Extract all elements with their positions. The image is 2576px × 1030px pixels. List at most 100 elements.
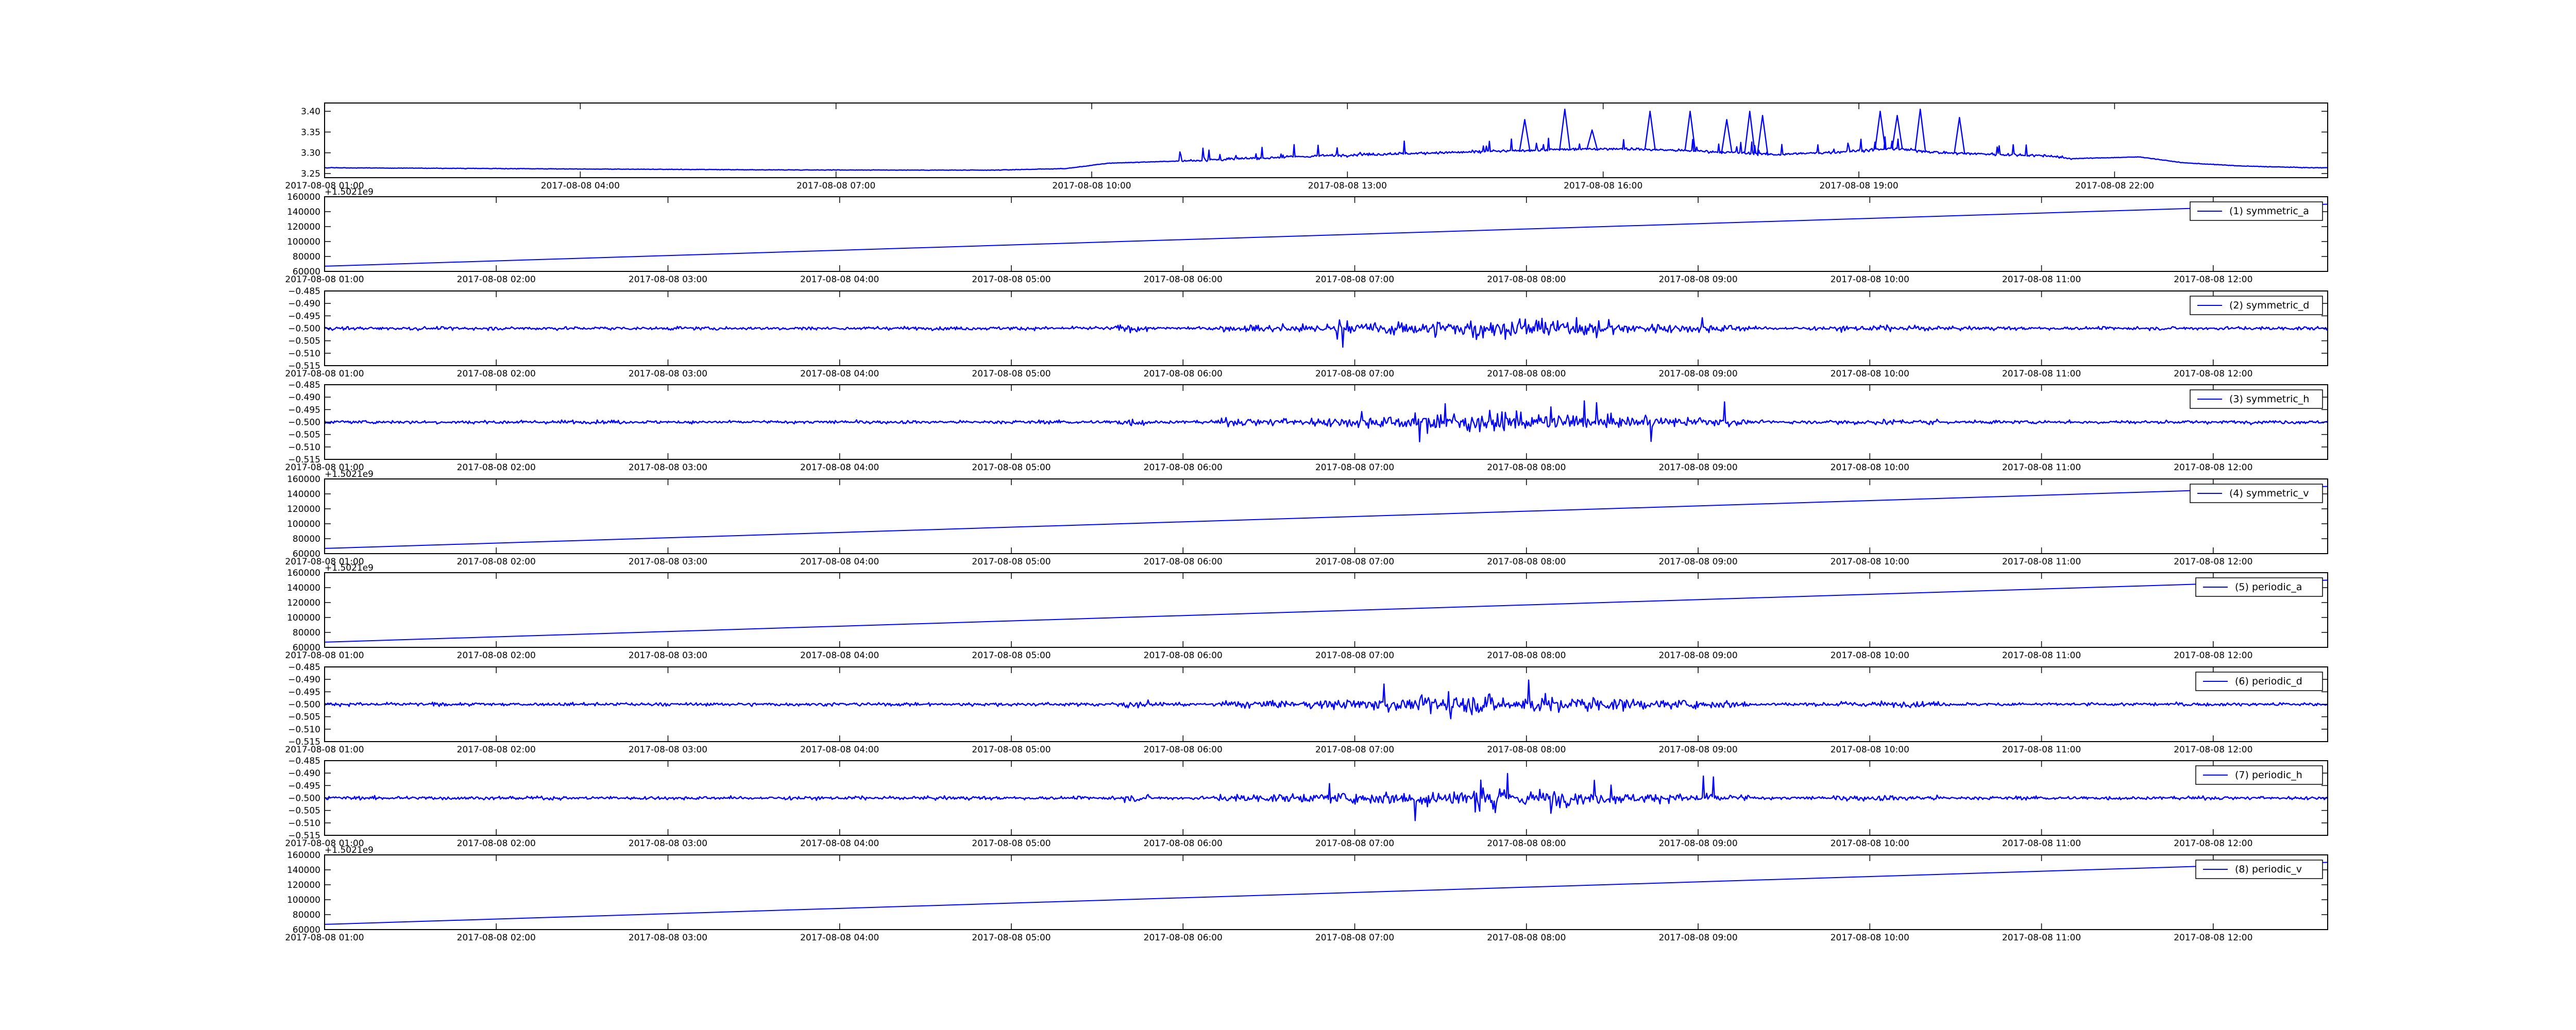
x-tick-label: 2017-08-08 03:00 (629, 838, 707, 849)
y-tick-label: 160000 (287, 850, 320, 861)
x-tick-label: 2017-08-08 04:00 (800, 462, 879, 473)
y-tick-label: 60000 (293, 643, 320, 653)
y-tick-label: 3.25 (301, 169, 320, 179)
x-tick-label: 2017-08-08 10:00 (1831, 557, 1909, 567)
x-tick-label: 2017-08-08 12:00 (2174, 274, 2252, 285)
x-tick-label: 2017-08-08 10:00 (1831, 650, 1909, 661)
x-tick-label: 2017-08-08 01:00 (285, 933, 364, 943)
x-tick-label: 2017-08-08 03:00 (629, 369, 707, 379)
x-tick-label: 2017-08-08 01:00 (285, 462, 364, 473)
x-tick-label: 2017-08-08 12:00 (2174, 650, 2252, 661)
y-tick-label: −0.495 (288, 405, 320, 415)
x-tick-label: 2017-08-08 12:00 (2174, 557, 2252, 567)
x-tick-label: 2017-08-08 06:00 (1144, 933, 1223, 943)
y-tick-label: 60000 (293, 925, 320, 935)
x-tick-label: 2017-08-08 10:00 (1831, 274, 1909, 285)
y-tick-label: −0.485 (288, 286, 320, 297)
x-tick-label: 2017-08-08 06:00 (1144, 557, 1223, 567)
y-tick-label: 100000 (287, 519, 320, 529)
x-tick-label: 2017-08-08 01:00 (285, 181, 364, 191)
panel-5: 60000 80000 100000 120000 140000 160000 2017-0… (285, 469, 2328, 567)
panel-2: 60000 80000 100000 120000 140000 160000 2017-0… (285, 187, 2328, 285)
x-tick-label: 2017-08-08 11:00 (2002, 274, 2081, 285)
legend-label: (7) periodic_h (2235, 769, 2302, 781)
y-tick-label: −0.505 (288, 712, 320, 723)
x-tick-label: 2017-08-08 08:00 (1487, 462, 1566, 473)
x-tick-label: 2017-08-08 10:00 (1831, 462, 1909, 473)
x-tick-label: 2017-08-08 07:00 (1315, 650, 1394, 661)
x-tick-label: 2017-08-08 04:00 (800, 274, 879, 285)
x-tick-label: 2017-08-08 10:00 (1831, 838, 1909, 849)
x-tick-label: 2017-08-08 05:00 (972, 557, 1050, 567)
x-tick-label: 2017-08-08 08:00 (1487, 838, 1566, 849)
x-tick-label: 2017-08-08 10:00 (1831, 745, 1909, 755)
y-tick-label: −0.495 (288, 687, 320, 697)
x-tick-label: 2017-08-08 01:00 (285, 745, 364, 755)
x-tick-label: 2017-08-08 07:00 (1315, 557, 1394, 567)
x-tick-label: 2017-08-08 12:00 (2174, 745, 2252, 755)
x-tick-label: 2017-08-08 08:00 (1487, 650, 1566, 661)
y-tick-label: 100000 (287, 895, 320, 905)
x-tick-label: 2017-08-08 12:00 (2174, 462, 2252, 473)
x-tick-label: 2017-08-08 03:00 (629, 650, 707, 661)
y-tick-label: −0.495 (288, 311, 320, 321)
x-tick-label: 2017-08-08 07:00 (1315, 838, 1394, 849)
x-tick-label: 2017-08-08 07:00 (796, 181, 875, 191)
x-tick-label: 2017-08-08 08:00 (1487, 557, 1566, 567)
x-tick-label: 2017-08-08 05:00 (972, 274, 1050, 285)
x-tick-label: 2017-08-08 01:00 (285, 838, 364, 849)
y-tick-label: −0.500 (288, 418, 320, 428)
axes-frame (324, 572, 2328, 648)
legend-label: (6) periodic_d (2235, 676, 2302, 687)
series-line-7 (325, 679, 2328, 719)
y-tick-label: −0.505 (288, 806, 320, 816)
x-tick-label: 2017-08-08 02:00 (457, 274, 536, 285)
y-tick-label: −0.490 (288, 675, 320, 685)
y-tick-label: −0.495 (288, 781, 320, 791)
y-tick-label: 3.35 (301, 127, 320, 138)
axes-frame (324, 854, 2328, 930)
y-tick-label: 60000 (293, 549, 320, 559)
y-tick-label: 140000 (287, 489, 320, 500)
y-tick-label: −0.500 (288, 700, 320, 710)
y-tick-label: −0.485 (288, 380, 320, 390)
y-tick-label: 60000 (293, 267, 320, 277)
x-tick-label: 2017-08-08 05:00 (972, 933, 1050, 943)
y-tick-label: −0.515 (288, 361, 320, 371)
x-tick-label: 2017-08-08 01:00 (285, 369, 364, 379)
panel-3: −0.515 −0.510 −0.505 −0.500 −0.495 −0.490 −0.4… (285, 286, 2328, 379)
x-tick-label: 2017-08-08 13:00 (1308, 181, 1387, 191)
legend-label: (3) symmetric_h (2229, 393, 2309, 405)
axes-frame (324, 196, 2328, 272)
panel-4: −0.515 −0.510 −0.505 −0.500 −0.495 −0.490 −0.4… (285, 380, 2328, 473)
x-tick-label: 2017-08-08 06:00 (1144, 369, 1223, 379)
x-tick-label: 2017-08-08 07:00 (1315, 933, 1394, 943)
y-tick-label: 140000 (287, 207, 320, 217)
y-tick-label: −0.515 (288, 737, 320, 747)
x-tick-label: 2017-08-08 05:00 (972, 462, 1050, 473)
x-tick-label: 2017-08-08 04:00 (800, 745, 879, 755)
y-tick-label: −0.500 (288, 794, 320, 804)
panel-7: −0.515 −0.510 −0.505 −0.500 −0.495 −0.490 −0.4… (285, 662, 2328, 755)
x-tick-label: 2017-08-08 10:00 (1831, 933, 1909, 943)
x-tick-label: 2017-08-08 09:00 (1658, 462, 1737, 473)
y-tick-label: 160000 (287, 474, 320, 485)
x-tick-label: 2017-08-08 11:00 (2002, 557, 2081, 567)
x-tick-label: 2017-08-08 10:00 (1052, 181, 1131, 191)
y-tick-label: −0.510 (288, 442, 320, 453)
x-tick-label: 2017-08-08 11:00 (2002, 650, 2081, 661)
legend-label: (2) symmetric_d (2229, 300, 2309, 311)
series-line-9 (325, 862, 2328, 925)
y-tick-label: 80000 (293, 910, 320, 920)
panel-8: −0.515 −0.510 −0.505 −0.500 −0.495 −0.490 −0.4… (285, 756, 2328, 849)
y-tick-label: −0.500 (288, 324, 320, 334)
legend-label: (8) periodic_v (2235, 864, 2302, 875)
y-tick-label: −0.490 (288, 392, 320, 403)
y-tick-label: 100000 (287, 613, 320, 623)
x-tick-label: 2017-08-08 07:00 (1315, 462, 1394, 473)
series-line-4 (325, 400, 2328, 442)
x-tick-label: 2017-08-08 11:00 (2002, 933, 2081, 943)
x-tick-label: 2017-08-08 02:00 (457, 369, 536, 379)
series-line-5 (325, 486, 2328, 549)
